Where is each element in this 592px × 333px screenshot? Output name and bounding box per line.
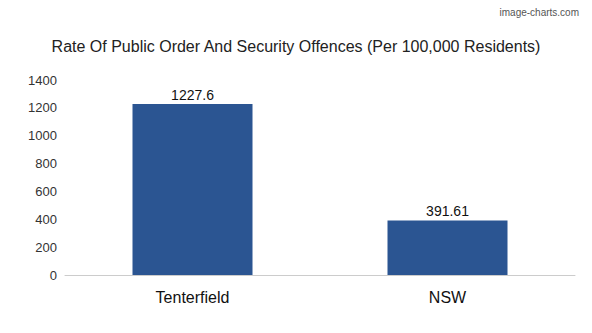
svg-text:1200: 1200 [28,100,57,115]
svg-text:200: 200 [35,240,57,255]
svg-text:1400: 1400 [28,73,57,88]
svg-text:1000: 1000 [28,128,57,143]
svg-text:800: 800 [35,156,57,171]
svg-text:391.61: 391.61 [426,203,469,219]
svg-text:Rate Of Public Order And Secur: Rate Of Public Order And Security Offenc… [52,38,541,55]
svg-text:image-charts.com: image-charts.com [500,7,579,18]
svg-text:1227.6: 1227.6 [171,87,214,103]
svg-text:Tenterfield: Tenterfield [156,289,230,306]
svg-text:0: 0 [50,268,57,283]
svg-text:600: 600 [35,184,57,199]
svg-text:400: 400 [35,212,57,227]
svg-text:NSW: NSW [429,289,467,306]
